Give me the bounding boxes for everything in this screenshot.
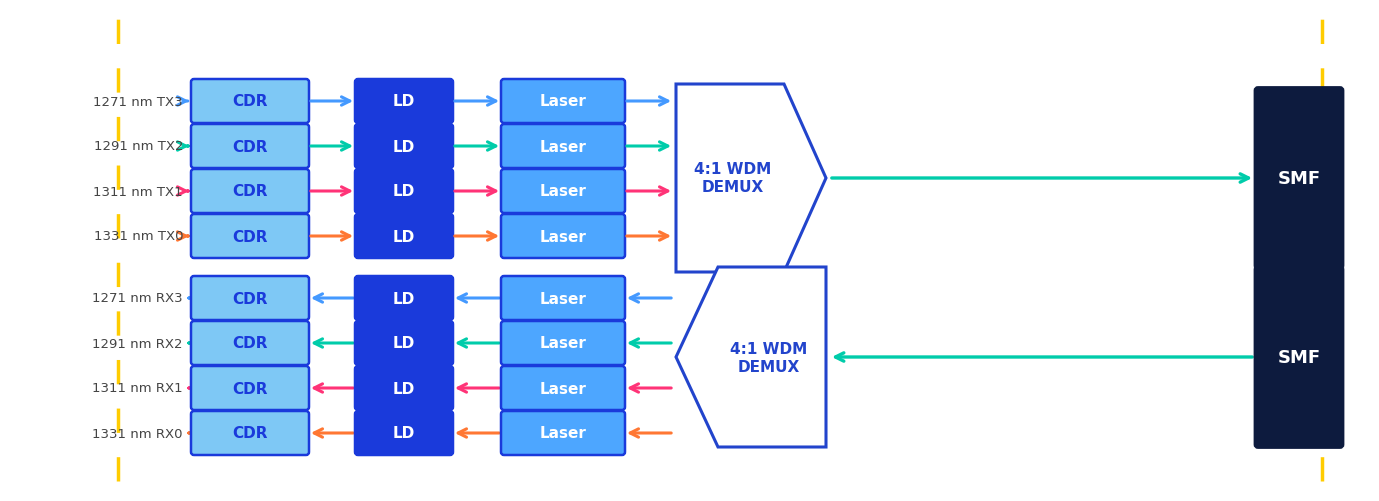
Text: CDR: CDR xyxy=(232,381,268,396)
Text: Laser: Laser xyxy=(539,184,586,199)
FancyBboxPatch shape xyxy=(1255,88,1343,269)
FancyBboxPatch shape xyxy=(501,125,625,169)
FancyBboxPatch shape xyxy=(354,214,452,259)
FancyBboxPatch shape xyxy=(501,277,625,320)
Text: Laser: Laser xyxy=(539,94,586,109)
FancyBboxPatch shape xyxy=(354,125,452,169)
Text: LD: LD xyxy=(393,381,415,396)
FancyBboxPatch shape xyxy=(192,366,309,410)
FancyBboxPatch shape xyxy=(192,411,309,455)
Text: 1311 nm RX1: 1311 nm RX1 xyxy=(92,382,183,395)
Text: 1271 nm RX3: 1271 nm RX3 xyxy=(92,292,183,305)
FancyBboxPatch shape xyxy=(501,214,625,259)
Text: LD: LD xyxy=(393,229,415,244)
Text: LD: LD xyxy=(393,291,415,306)
FancyBboxPatch shape xyxy=(192,80,309,124)
Text: 1291 nm RX2: 1291 nm RX2 xyxy=(92,337,183,350)
Text: CDR: CDR xyxy=(232,336,268,351)
FancyBboxPatch shape xyxy=(501,321,625,365)
FancyBboxPatch shape xyxy=(192,125,309,169)
Text: 1291 nm TX2: 1291 nm TX2 xyxy=(94,140,183,153)
Text: LD: LD xyxy=(393,184,415,199)
Text: Laser: Laser xyxy=(539,229,586,244)
Text: Laser: Laser xyxy=(539,426,586,440)
Polygon shape xyxy=(676,85,826,273)
Text: CDR: CDR xyxy=(232,94,268,109)
Text: CDR: CDR xyxy=(232,184,268,199)
FancyBboxPatch shape xyxy=(192,277,309,320)
FancyBboxPatch shape xyxy=(354,411,452,455)
Text: 1331 nm RX0: 1331 nm RX0 xyxy=(92,427,183,439)
Text: DEMUX: DEMUX xyxy=(702,180,764,195)
Text: Laser: Laser xyxy=(539,336,586,351)
Text: 1311 nm TX1: 1311 nm TX1 xyxy=(94,185,183,198)
Text: LD: LD xyxy=(393,139,415,154)
Text: 4:1 WDM: 4:1 WDM xyxy=(695,162,772,177)
FancyBboxPatch shape xyxy=(192,321,309,365)
FancyBboxPatch shape xyxy=(501,80,625,124)
Text: 1271 nm TX3: 1271 nm TX3 xyxy=(94,95,183,108)
Text: SMF: SMF xyxy=(1277,348,1321,366)
Text: 4:1 WDM: 4:1 WDM xyxy=(731,341,808,356)
Text: DEMUX: DEMUX xyxy=(738,359,800,374)
Text: CDR: CDR xyxy=(232,291,268,306)
Text: 1331 nm TX0: 1331 nm TX0 xyxy=(94,230,183,243)
Text: LD: LD xyxy=(393,426,415,440)
Text: LD: LD xyxy=(393,336,415,351)
Text: CDR: CDR xyxy=(232,139,268,154)
FancyBboxPatch shape xyxy=(354,277,452,320)
FancyBboxPatch shape xyxy=(192,214,309,259)
Text: Laser: Laser xyxy=(539,381,586,396)
Text: CDR: CDR xyxy=(232,426,268,440)
FancyBboxPatch shape xyxy=(354,366,452,410)
FancyBboxPatch shape xyxy=(501,366,625,410)
FancyBboxPatch shape xyxy=(1255,267,1343,447)
FancyBboxPatch shape xyxy=(354,80,452,124)
Text: LD: LD xyxy=(393,94,415,109)
FancyBboxPatch shape xyxy=(501,411,625,455)
FancyBboxPatch shape xyxy=(354,170,452,213)
Text: CDR: CDR xyxy=(232,229,268,244)
FancyBboxPatch shape xyxy=(192,170,309,213)
Text: SMF: SMF xyxy=(1277,170,1321,188)
FancyBboxPatch shape xyxy=(354,321,452,365)
Polygon shape xyxy=(676,268,826,447)
Text: Laser: Laser xyxy=(539,291,586,306)
FancyBboxPatch shape xyxy=(501,170,625,213)
Text: Laser: Laser xyxy=(539,139,586,154)
